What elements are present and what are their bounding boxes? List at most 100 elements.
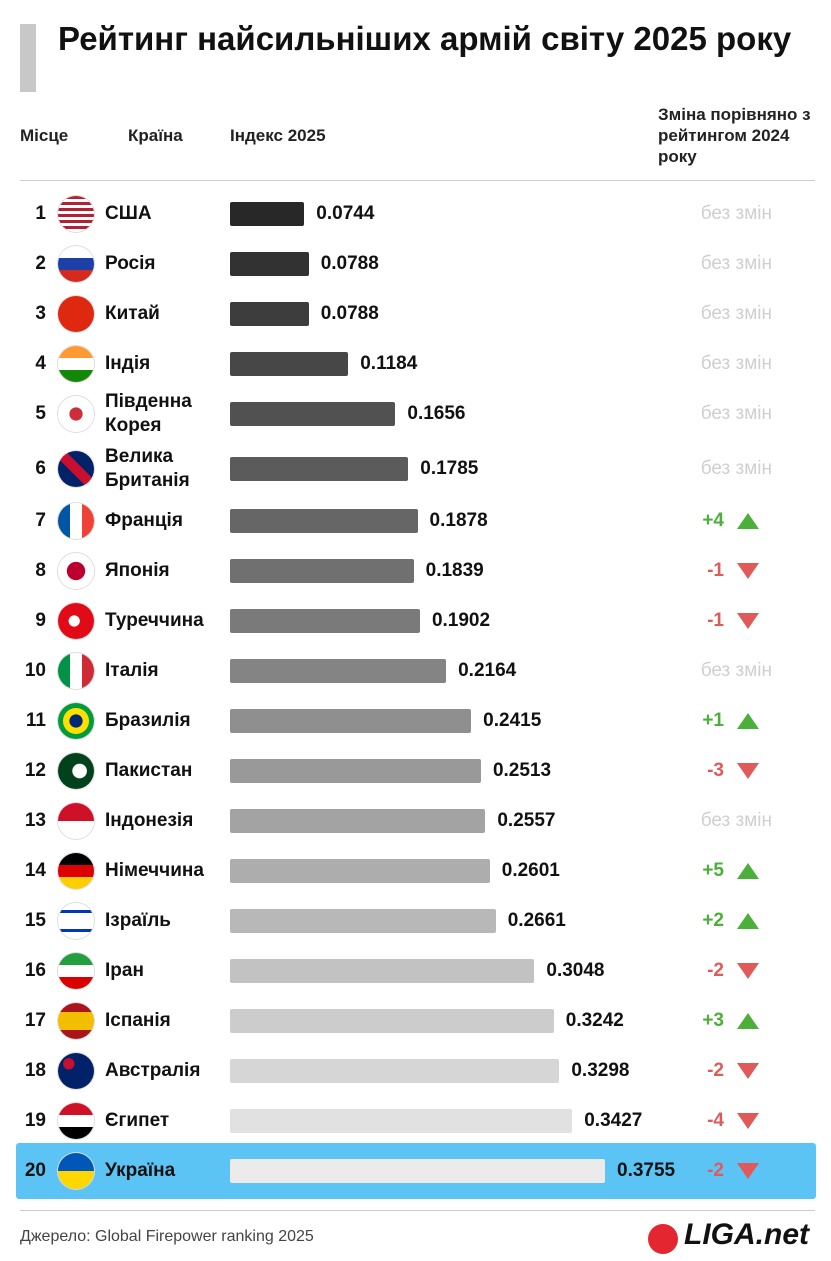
flag xyxy=(58,346,94,382)
title-accent xyxy=(20,24,36,92)
value-label: 0.1656 xyxy=(407,403,466,424)
flag xyxy=(58,553,94,589)
flag xyxy=(58,1003,94,1039)
bar xyxy=(230,859,490,883)
rank-change: без змін xyxy=(700,458,772,479)
country: Австралія xyxy=(105,1060,201,1081)
value-label: 0.2661 xyxy=(507,910,566,931)
bar xyxy=(230,352,349,376)
divider xyxy=(20,180,815,181)
divider xyxy=(20,1210,815,1211)
rank-change: +1 xyxy=(702,710,724,731)
country: США xyxy=(105,203,152,224)
bar xyxy=(230,559,414,583)
flag xyxy=(58,703,94,739)
country: Італія xyxy=(105,660,159,681)
bar xyxy=(230,609,420,633)
rank: 5 xyxy=(35,403,46,424)
value-label: 0.3427 xyxy=(584,1110,643,1131)
flag xyxy=(58,653,94,689)
rank-change: без змін xyxy=(700,303,772,324)
bar xyxy=(230,457,409,481)
rank-change: без змін xyxy=(700,253,772,274)
rank: 7 xyxy=(35,510,46,531)
bar xyxy=(230,402,396,426)
flag xyxy=(58,953,94,989)
rank-change: без змін xyxy=(700,810,772,831)
arrow-up xyxy=(737,1013,759,1029)
rank: 17 xyxy=(24,1010,46,1031)
country: Іран xyxy=(105,960,144,981)
country: Єгипет xyxy=(105,1110,170,1131)
rank: 2 xyxy=(35,253,46,274)
value-label: 0.1785 xyxy=(420,458,479,479)
flag xyxy=(58,296,94,332)
bar xyxy=(230,959,535,983)
country: Індія xyxy=(105,353,151,374)
logo: LIGA.net xyxy=(684,1218,809,1251)
rank-change: без змін xyxy=(700,660,772,681)
bar xyxy=(230,509,418,533)
flag xyxy=(58,1053,94,1089)
country: Іспанія xyxy=(105,1010,171,1031)
rank-change: -3 xyxy=(707,760,724,781)
rank: 19 xyxy=(24,1110,46,1131)
value-label: 0.2164 xyxy=(458,660,517,681)
value-label: 0.3242 xyxy=(565,1010,624,1031)
rank: 11 xyxy=(25,710,46,731)
rank: 15 xyxy=(24,910,46,931)
country: Ізраїль xyxy=(105,910,171,931)
value-label: 0.2513 xyxy=(492,760,552,781)
rank-change: -4 xyxy=(707,1110,724,1131)
bar xyxy=(230,1059,560,1083)
arrow-up xyxy=(737,863,759,879)
flag xyxy=(58,853,94,889)
rank-change: +2 xyxy=(702,910,724,931)
rank: 20 xyxy=(24,1160,46,1181)
arrow-down xyxy=(737,563,759,579)
rank-change: -2 xyxy=(707,1060,724,1081)
country: Індонезія xyxy=(105,810,194,831)
rank: 10 xyxy=(24,660,46,681)
rank: 13 xyxy=(24,810,46,831)
bar xyxy=(230,1159,605,1183)
rank: 6 xyxy=(35,458,46,479)
value-label: 0.1839 xyxy=(425,560,484,581)
country: Китай xyxy=(105,303,160,324)
flag xyxy=(58,803,94,839)
logo-mark xyxy=(648,1224,678,1254)
column-header: Місце xyxy=(20,126,69,145)
country: Росія xyxy=(105,253,156,274)
value-label: 0.1184 xyxy=(360,353,418,374)
rank: 14 xyxy=(24,860,46,881)
flag xyxy=(58,753,94,789)
country: Франція xyxy=(105,510,183,531)
value-label: 0.0744 xyxy=(316,203,375,224)
value-label: 0.3298 xyxy=(571,1060,630,1081)
arrow-down xyxy=(737,963,759,979)
rank-change: -2 xyxy=(707,960,724,981)
value-label: 0.2557 xyxy=(497,810,556,831)
flag xyxy=(58,503,94,539)
rank-change: без змін xyxy=(700,353,772,374)
column-header: Зміна порівняно з рейтингом 2024 року xyxy=(658,105,811,166)
flag xyxy=(58,196,94,232)
rank-change: -1 xyxy=(707,560,724,581)
rank-change: +5 xyxy=(702,860,724,881)
arrow-down xyxy=(737,763,759,779)
bar xyxy=(230,809,486,833)
source: Джерело: Global Firepower ranking 2025 xyxy=(20,1228,314,1245)
value-label: 0.0788 xyxy=(320,303,379,324)
country: Німеччина xyxy=(105,860,204,881)
value-label: 0.2601 xyxy=(501,860,560,881)
rank: 8 xyxy=(35,560,46,581)
country: Південна Корея xyxy=(105,391,192,436)
arrow-up xyxy=(737,513,759,529)
bar xyxy=(230,302,309,326)
arrow-up xyxy=(737,913,759,929)
column-header: Індекс 2025 xyxy=(230,126,326,145)
rank: 9 xyxy=(35,610,46,631)
chart-title: Рейтинг найсильніших армій світу 2025 ро… xyxy=(58,20,792,57)
arrow-up xyxy=(737,713,759,729)
